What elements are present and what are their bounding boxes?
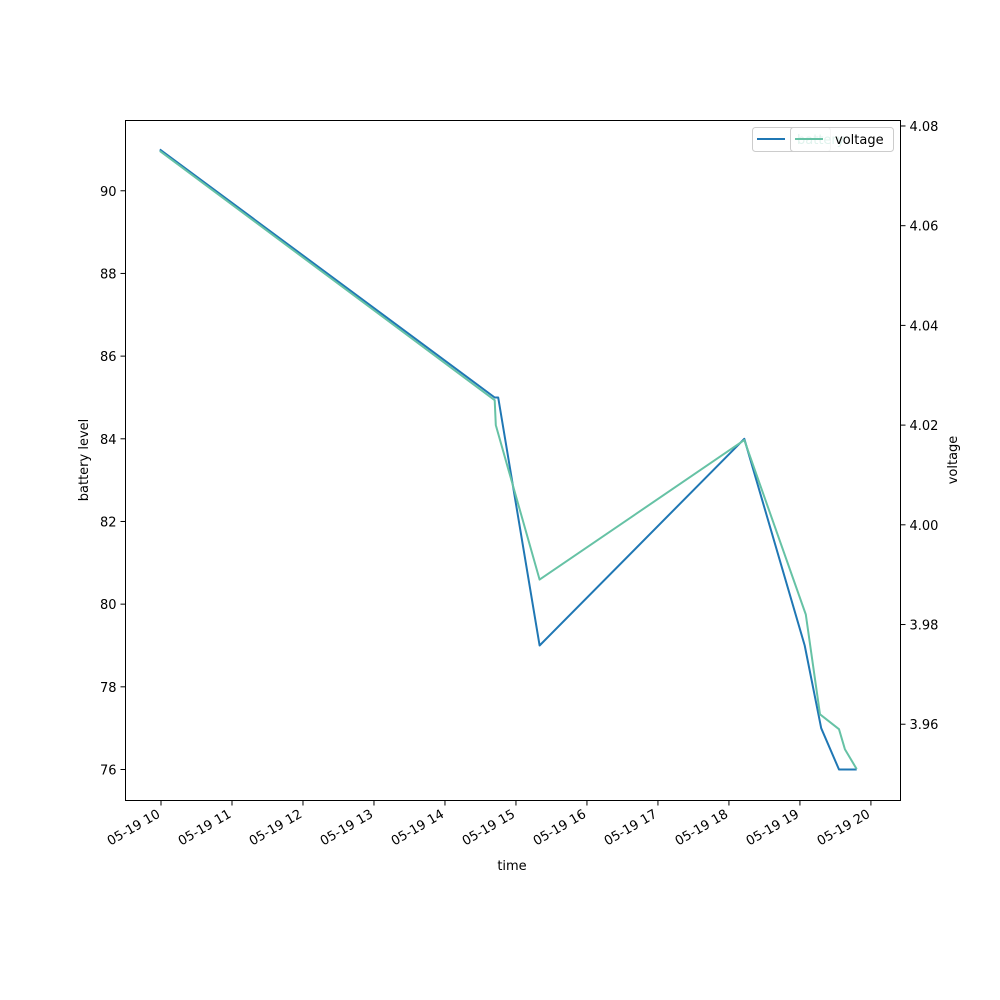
- right-y-tick-label: 4.04: [910, 319, 939, 334]
- right-y-tick-label: 3.96: [910, 718, 939, 733]
- right-y-axis-title: voltage: [946, 436, 961, 485]
- left-y-tick-label: 76: [100, 763, 117, 778]
- left-y-tick-label: 78: [100, 681, 117, 696]
- right-y-tick-label: 4.00: [910, 519, 939, 534]
- left-y-tick-label: 84: [100, 433, 117, 448]
- left-y-tick-label: 88: [100, 267, 117, 282]
- left-y-tick-label: 86: [100, 350, 117, 365]
- right-y-tick-label: 4.08: [910, 120, 939, 135]
- right-y-tick-label: 3.98: [910, 619, 939, 634]
- x-tick-label: 05-19 12: [247, 807, 305, 849]
- x-tick-label: 05-19 10: [105, 807, 163, 849]
- x-tick-label: 05-19 16: [531, 807, 589, 849]
- legend-box-voltage: [790, 127, 894, 152]
- series-line-battery: [159, 148, 857, 771]
- right-y-axis-ticks: 3.96 3.98 4.00 4.02 4.04 4.06 4.08: [900, 120, 939, 733]
- plot-area: [125, 120, 901, 801]
- x-axis-ticks: 05-19 10 05-19 11 05-19 12 05-19 13 05-19 14…: [105, 800, 873, 849]
- left-y-axis-ticks: 76 78 80 82 84 86 88 90: [100, 185, 126, 778]
- series-line-voltage: [159, 150, 858, 770]
- x-tick-label: 05-19 14: [389, 807, 447, 849]
- legend-voltage: voltage: [790, 127, 894, 152]
- x-tick-label: 05-19 19: [744, 807, 802, 849]
- x-tick-label: 05-19 11: [176, 807, 234, 849]
- series-lines: [159, 148, 858, 771]
- x-axis-title: time: [497, 859, 526, 874]
- left-y-tick-label: 80: [100, 598, 117, 613]
- left-y-axis-title: battery level: [77, 419, 92, 502]
- plot-frame: [125, 120, 901, 801]
- left-y-tick-label: 90: [100, 185, 117, 200]
- left-y-tick-label: 82: [100, 515, 117, 530]
- x-tick-label: 05-19 17: [602, 807, 660, 849]
- right-y-tick-label: 4.02: [910, 419, 939, 434]
- x-tick-label: 05-19 18: [673, 807, 731, 849]
- x-tick-label: 05-19 20: [815, 807, 873, 849]
- x-tick-label: 05-19 13: [318, 807, 376, 849]
- x-tick-label: 05-19 15: [460, 807, 518, 849]
- right-y-tick-label: 4.06: [910, 220, 939, 235]
- legend-label-voltage: voltage: [835, 133, 884, 148]
